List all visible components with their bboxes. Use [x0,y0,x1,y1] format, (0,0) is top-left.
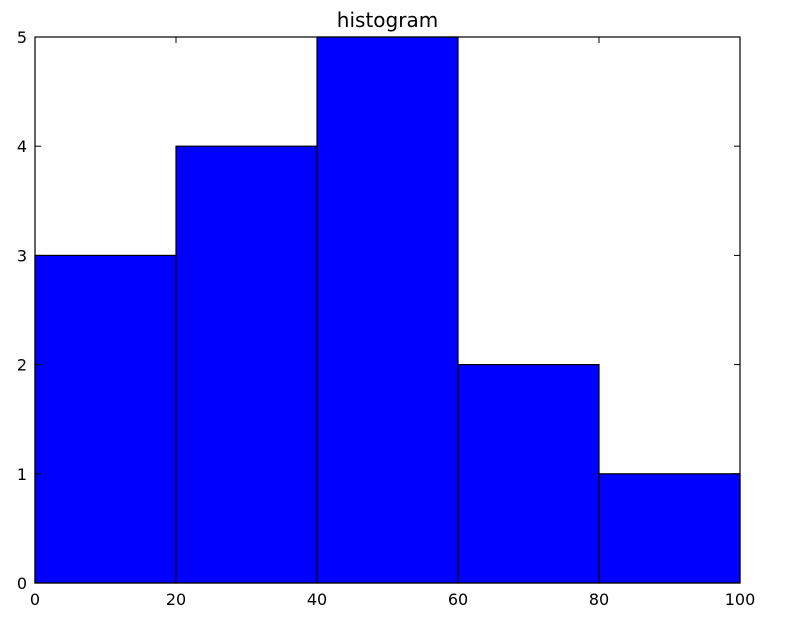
histogram-bar-1 [176,146,317,583]
x-tick-label-0: 0 [30,590,40,609]
y-tick-label-5: 5 [17,28,27,47]
y-tick-label-1: 1 [17,465,27,484]
x-tick-labels: 0 20 40 60 80 100 [30,590,755,609]
x-tick-label-5: 100 [725,590,756,609]
x-tick-label-4: 80 [589,590,609,609]
y-tick-label-3: 3 [17,246,27,265]
histogram-bar-4 [599,474,740,583]
x-tick-label-1: 20 [166,590,186,609]
histogram-bar-0 [35,255,176,583]
x-tick-label-3: 60 [448,590,468,609]
y-tick-label-4: 4 [17,137,27,156]
y-tick-labels: 0 1 2 3 4 5 [17,28,27,593]
x-tick-label-2: 40 [307,590,327,609]
chart-title: histogram [337,8,438,32]
bars-layer [35,37,740,583]
histogram-bar-2 [317,37,458,583]
y-tick-label-0: 0 [17,574,27,593]
y-tick-label-2: 2 [17,356,27,375]
histogram-bar-3 [458,365,599,583]
